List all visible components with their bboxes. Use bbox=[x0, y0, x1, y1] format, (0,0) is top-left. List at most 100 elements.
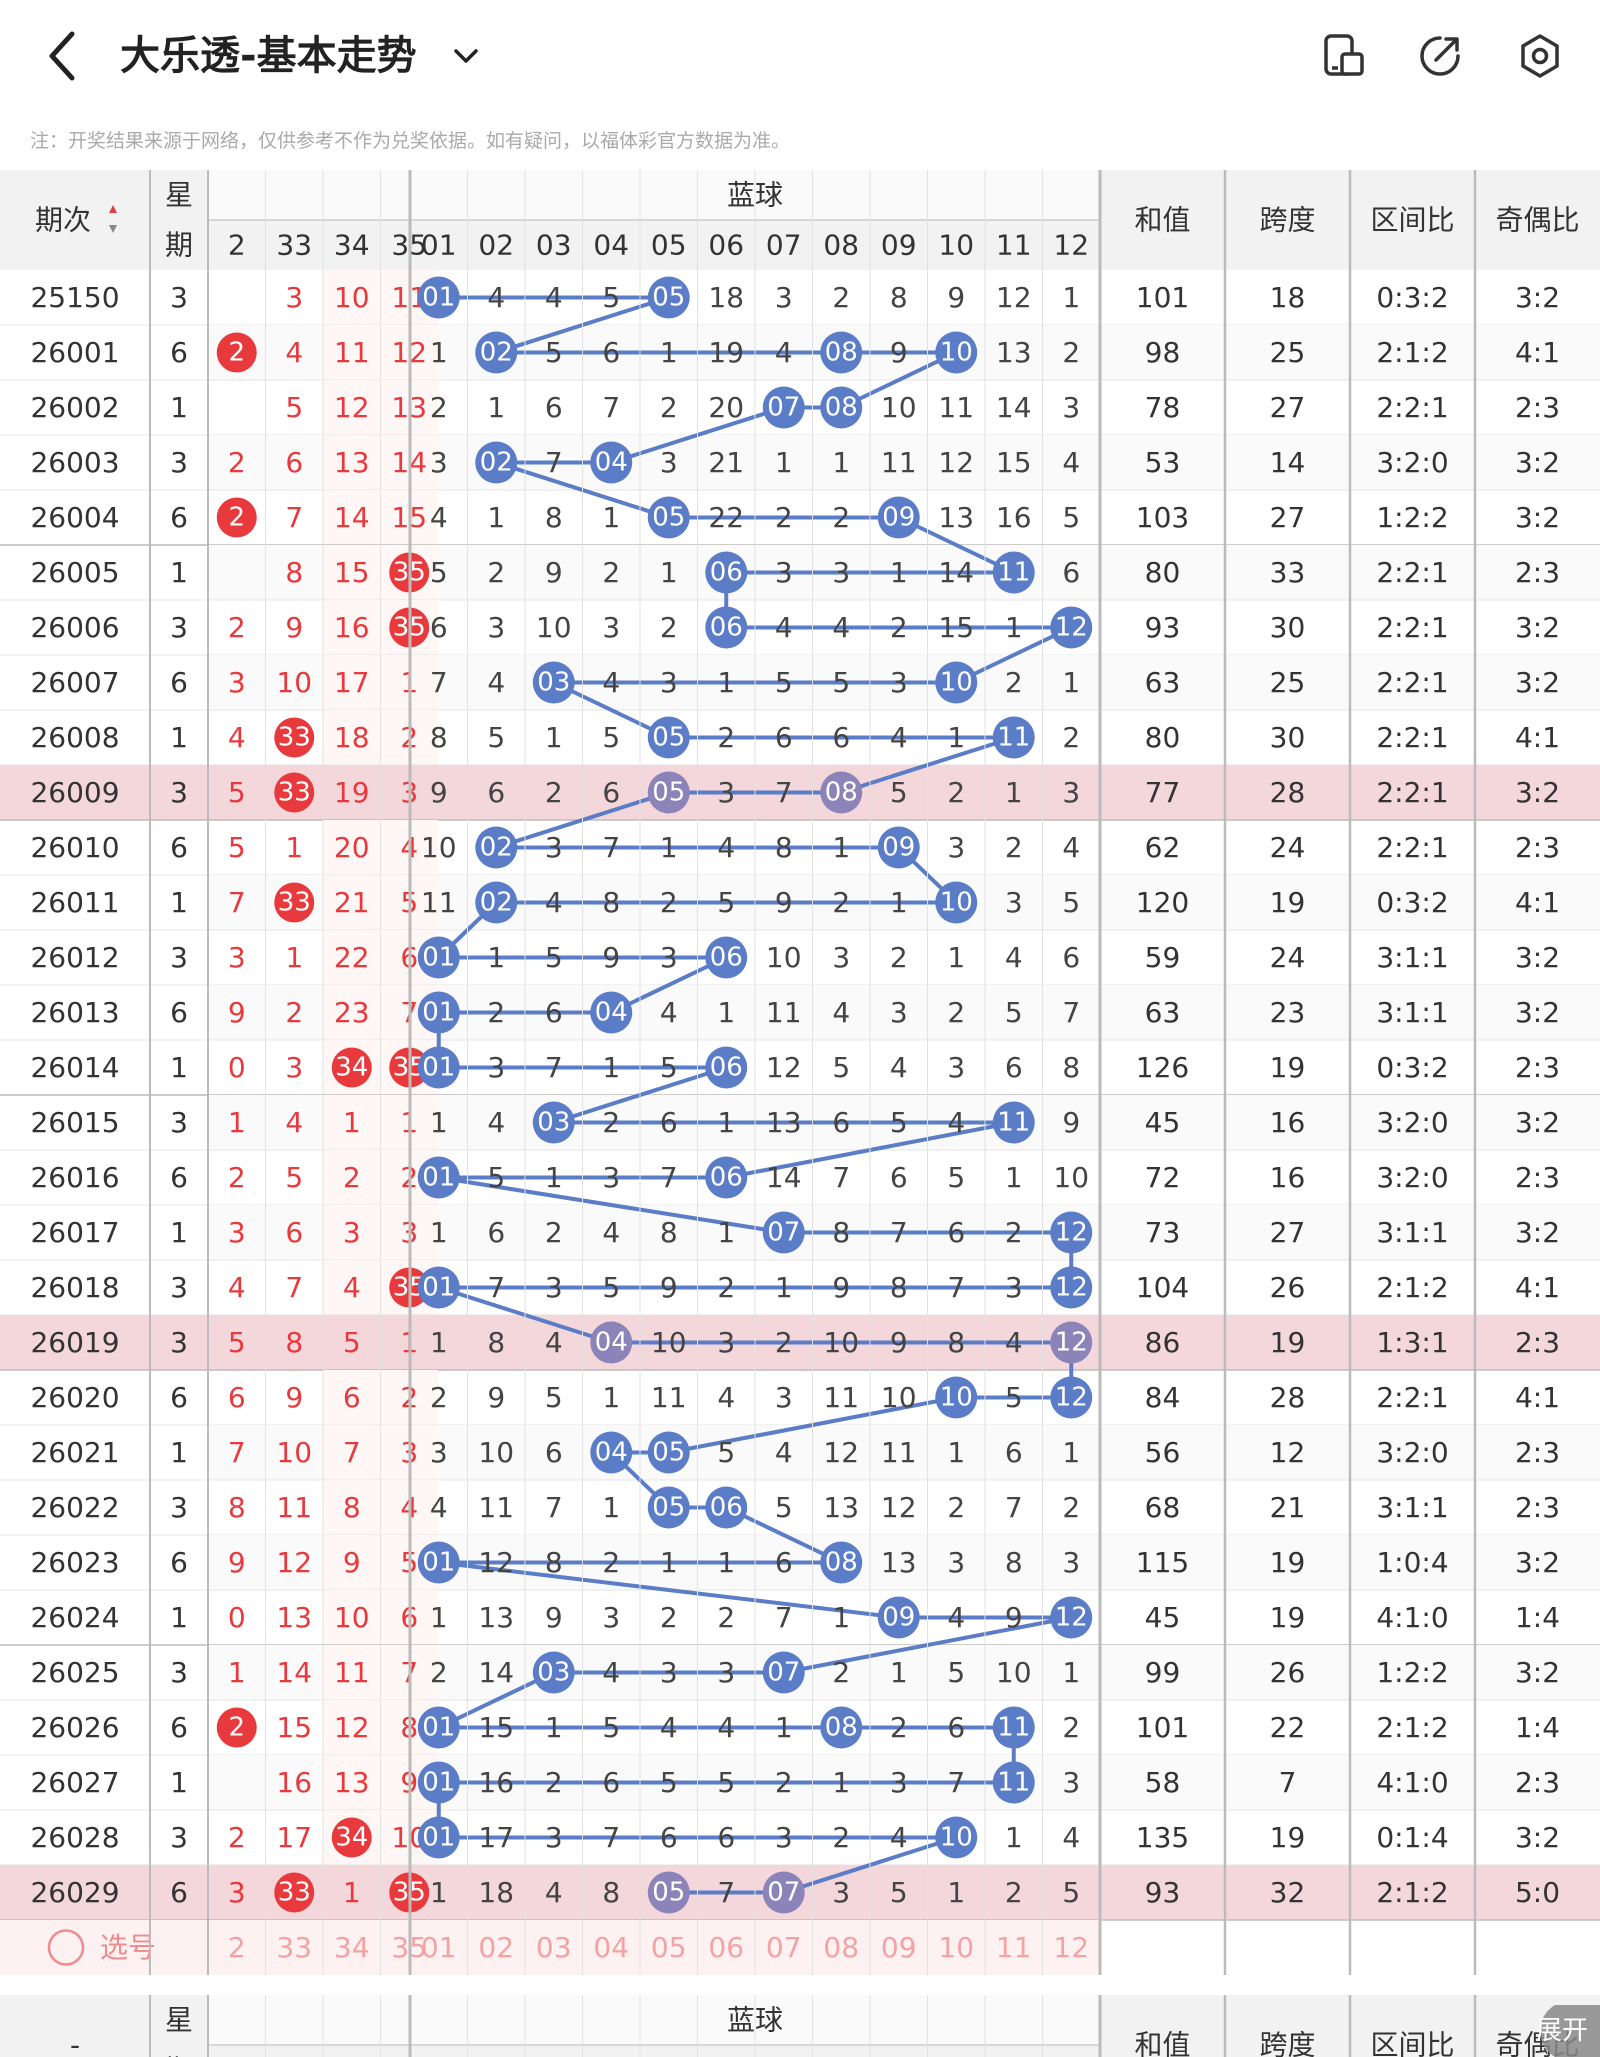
table-header-bg bbox=[0, 1995, 1600, 2057]
settings-icon[interactable] bbox=[1516, 32, 1564, 80]
phone-layout-icon[interactable] bbox=[1320, 32, 1368, 80]
period-cell: 26025 bbox=[30, 1656, 119, 1689]
trend-line-segment bbox=[552, 680, 670, 740]
blue-miss-cell: 9 bbox=[890, 1326, 908, 1359]
blue-miss-cell: 6 bbox=[660, 1821, 678, 1854]
red-miss-cell: 9 bbox=[285, 611, 303, 644]
back-arrow-icon[interactable] bbox=[40, 26, 90, 86]
blue-miss-cell: 4 bbox=[487, 666, 505, 699]
pick-blue-11[interactable]: 11 bbox=[996, 1931, 1032, 1964]
pick-blue-09[interactable]: 09 bbox=[881, 1931, 917, 1964]
blue-ball bbox=[935, 1816, 978, 1859]
period-cell: 26012 bbox=[30, 941, 119, 974]
blue-miss-cell: 1 bbox=[1062, 281, 1080, 314]
pick-blue-02[interactable]: 02 bbox=[478, 1931, 514, 1964]
pick-blue-03[interactable]: 03 bbox=[536, 1931, 572, 1964]
blue-miss-cell: 2 bbox=[545, 776, 563, 809]
blue-miss-cell: 7 bbox=[430, 666, 448, 699]
blue-miss-cell: 12 bbox=[881, 1491, 917, 1524]
blue-miss-cell: 6 bbox=[545, 1436, 563, 1469]
period-cell: 26018 bbox=[30, 1271, 119, 1304]
week-cell: 6 bbox=[170, 1546, 188, 1579]
col-header-blue-11: 11 bbox=[996, 229, 1032, 262]
chevron-down-icon[interactable] bbox=[448, 38, 484, 74]
pick-blue-01[interactable]: 01 bbox=[421, 1931, 457, 1964]
page-title[interactable]: 大乐透-基本走势 bbox=[120, 33, 417, 79]
red-miss-cell: 0 bbox=[228, 1601, 246, 1634]
pick-red-35[interactable]: 35 bbox=[391, 1931, 427, 1964]
pick-blue-05[interactable]: 05 bbox=[651, 1931, 687, 1964]
red-zone-tint bbox=[323, 1755, 438, 1810]
blue-miss-cell: 3 bbox=[545, 831, 563, 864]
red-ball-number: 35 bbox=[393, 613, 426, 643]
pick-blue-10[interactable]: 10 bbox=[938, 1931, 974, 1964]
red-zone-tint bbox=[323, 270, 438, 325]
blue-miss-cell: 8 bbox=[545, 1546, 563, 1579]
share-icon[interactable] bbox=[1416, 32, 1464, 80]
pick-blue-06[interactable]: 06 bbox=[708, 1931, 744, 1964]
red-miss-cell: 4 bbox=[400, 1491, 418, 1524]
expand-button[interactable] bbox=[1539, 2005, 1600, 2057]
red-miss-cell: 14 bbox=[391, 446, 427, 479]
blue-ball bbox=[647, 496, 690, 539]
pick-blue-12[interactable]: 12 bbox=[1053, 1931, 1089, 1964]
blue-ball-number: 06 bbox=[710, 1163, 743, 1193]
col-header-blue-03: 03 bbox=[536, 229, 572, 262]
blue-miss-cell: 3 bbox=[487, 1051, 505, 1084]
blue-ball bbox=[935, 1376, 978, 1419]
blue-miss-cell: 2 bbox=[1062, 1491, 1080, 1524]
blue-miss-cell: 4 bbox=[890, 1051, 908, 1084]
period-cell: 26004 bbox=[30, 501, 119, 534]
col-header-oddeven: 奇偶比 bbox=[1495, 2029, 1579, 2057]
blue-miss-cell: 3 bbox=[1062, 1766, 1080, 1799]
blue-ball-number: 06 bbox=[710, 558, 743, 588]
pick-blue-04[interactable]: 04 bbox=[593, 1931, 629, 1964]
col-header-red-2: 2 bbox=[228, 229, 246, 262]
red-ball-number: 33 bbox=[278, 888, 311, 918]
blue-miss-cell: 2 bbox=[947, 1491, 965, 1524]
span-cell: 24 bbox=[1270, 831, 1306, 864]
blue-miss-cell: 2 bbox=[890, 1711, 908, 1744]
pick-blue-07[interactable]: 07 bbox=[766, 1931, 802, 1964]
trend-line-segment bbox=[438, 1560, 899, 1620]
pick-blue-08[interactable]: 08 bbox=[823, 1931, 859, 1964]
blue-miss-cell: 8 bbox=[775, 831, 793, 864]
blue-miss-cell: 4 bbox=[430, 1491, 448, 1524]
pick-red-34[interactable]: 34 bbox=[334, 1931, 370, 1964]
pick-red-33[interactable]: 33 bbox=[276, 1931, 312, 1964]
blue-miss-cell: 3 bbox=[430, 1436, 448, 1469]
sort-up-icon[interactable] bbox=[109, 205, 117, 213]
red-miss-cell: 9 bbox=[400, 1766, 418, 1799]
pick-row-bg bbox=[0, 1920, 1100, 1975]
red-miss-cell: 7 bbox=[400, 1656, 418, 1689]
week-cell: 3 bbox=[170, 281, 188, 314]
span-cell: 30 bbox=[1270, 611, 1306, 644]
red-ball-number: 34 bbox=[335, 1053, 368, 1083]
blue-miss-cell: 6 bbox=[775, 721, 793, 754]
row-stripe bbox=[208, 1205, 1600, 1260]
pick-label[interactable]: 选号 bbox=[100, 1931, 156, 1964]
sort-down-icon[interactable] bbox=[109, 225, 117, 233]
sum-cell: 120 bbox=[1136, 886, 1189, 919]
row-stripe bbox=[208, 325, 1600, 380]
blue-ball bbox=[992, 1706, 1035, 1749]
blue-ball-number: 06 bbox=[710, 943, 743, 973]
zone-ratio-cell: 4:1:0 bbox=[1376, 1601, 1448, 1634]
red-ball-number: 2 bbox=[228, 1713, 245, 1743]
pick-red-2[interactable]: 2 bbox=[228, 1931, 246, 1964]
blue-miss-cell: 1 bbox=[660, 831, 678, 864]
period-cell: 26023 bbox=[30, 1546, 119, 1579]
blue-ball bbox=[1050, 1266, 1093, 1309]
col-header-span: 跨度 bbox=[1259, 2029, 1315, 2057]
sum-cell: 53 bbox=[1145, 446, 1181, 479]
blue-miss-cell: 7 bbox=[545, 446, 563, 479]
zone-ratio-cell: 2:2:1 bbox=[1376, 831, 1448, 864]
pick-radio-icon[interactable] bbox=[47, 1929, 85, 1966]
blue-miss-cell: 6 bbox=[947, 1216, 965, 1249]
blue-miss-cell: 7 bbox=[602, 831, 620, 864]
blue-miss-cell: 4 bbox=[602, 666, 620, 699]
expand-label[interactable]: 展开 bbox=[1536, 2016, 1588, 2046]
red-ball-number: 34 bbox=[335, 1823, 368, 1853]
blue-ball-number: 12 bbox=[1055, 613, 1088, 643]
